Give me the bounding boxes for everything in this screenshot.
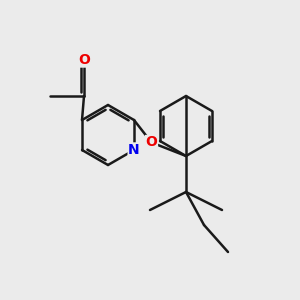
- Text: N: N: [128, 143, 140, 157]
- Text: O: O: [78, 53, 90, 67]
- Text: O: O: [146, 136, 158, 149]
